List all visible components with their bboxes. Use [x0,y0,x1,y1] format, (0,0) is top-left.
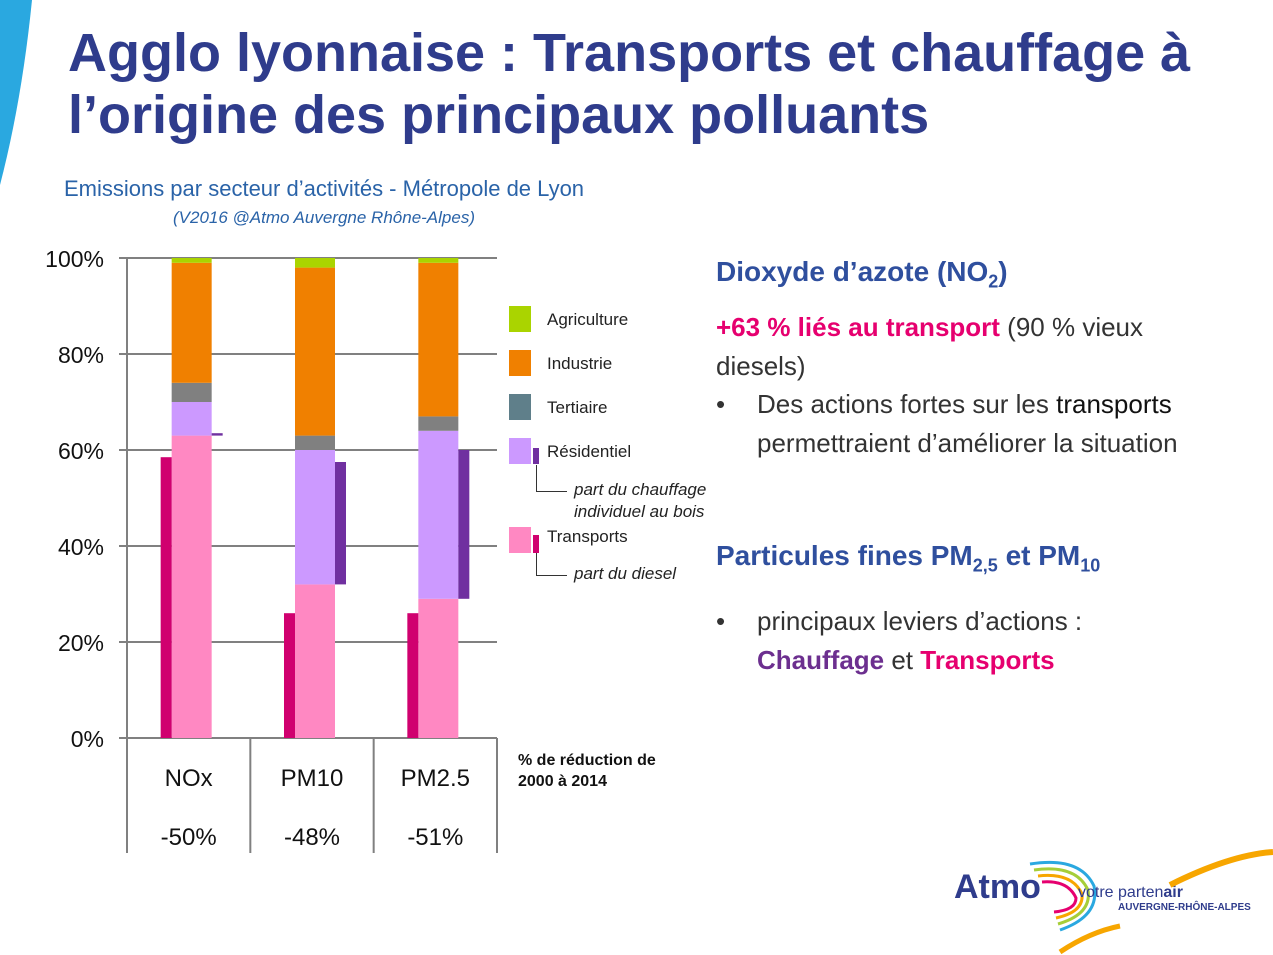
x-category-label: PM10 [281,765,344,792]
no2-statement: +63 % liés au transport (90 % vieux dies… [716,308,1256,386]
logo-tag-b: air [1163,884,1183,901]
legend-swatch-transports [509,527,531,553]
sub-bar-chauffage-bois [335,462,346,585]
no2-bullet-word: transports [1056,389,1172,419]
reduction-value: -48% [284,824,340,851]
no2-bullet-line2: permettraient d’améliorer la situation [757,428,1178,458]
legend-label-residentiel: Résidentiel [547,442,632,461]
decorative-orange-swoosh [1058,849,1273,955]
legend-bracket-diesel [536,553,567,576]
bar-segment-industrie [171,262,212,383]
bar-segment-résidentiel [418,430,459,599]
no2-heading-end: ) [998,256,1008,287]
bar-segment-industrie [295,267,335,436]
bar-segment-transports [418,598,459,738]
chart-title: Emissions par secteur d’activités - Métr… [63,176,585,201]
bar-segment-agriculture [295,258,335,268]
legend-swatch-residentiel [509,438,531,464]
legend-label-diesel: part du diesel [574,564,677,583]
no2-heading-sub: 2 [988,271,999,292]
no2-bullet-text: Des actions fortes sur les transports pe… [757,385,1178,463]
logo-region: AUVERGNE-RHÔNE-ALPES [1118,902,1251,913]
reduction-value: -51% [407,824,463,851]
bar-segment-résidentiel [295,450,335,585]
sub-bar-chauffage-bois [211,433,223,436]
pm-bullet-line1: principaux leviers d’actions : [757,606,1083,636]
bar-segment-transports [171,435,212,738]
y-tick-label: 0% [71,726,104,752]
legend-label-chauffage: part du chauffage individuel au bois [574,479,706,523]
sub-bar-diesel [160,457,172,738]
y-tick-label: 40% [58,534,104,560]
legend-swatch-industrie [509,350,531,376]
bar-segment-agriculture [171,258,212,263]
no2-rest-line2: diesels) [716,351,806,381]
stacked-bar-chart: 0% 20% 40% 60% 80% 100% NOx -50% PM10 -48% PM2.5 -5… [45,246,498,853]
no2-heading-text: Dioxyde d’azote (NO [716,256,989,287]
no2-bullet-line1: Des actions fortes sur les [757,389,1049,419]
legend-swatch-chauffage [533,448,539,464]
y-tick-label: 60% [58,438,104,464]
pm-heading: Particules fines PM2,5 et PM10 [716,540,1100,577]
pm-heading-a: Particules fines PM [716,540,973,571]
legend-swatch-agriculture [509,306,531,332]
pm-heading-sub-a: 2,5 [972,555,998,576]
sub-bar-diesel [284,613,295,738]
legend-swatch-tertiaire [509,394,531,420]
no2-rest-line1: (90 % vieux [999,312,1144,342]
legend-label-transports: Transports [547,527,628,546]
bar-segment-tertiaire [418,416,459,431]
pm-heading-b: et PM [997,540,1081,571]
pm-transports: Transports [920,645,1055,675]
legend-label-chauffage-line1: part du chauffage [574,480,707,499]
bar-segment-agriculture [418,258,459,263]
y-tick-label: 20% [58,630,104,656]
reduction-value: -50% [161,824,217,851]
reduction-label: % de réduction de 2000 à 2014 [518,752,656,790]
bar-segment-résidentiel [171,402,212,436]
sub-bar-diesel [407,613,419,738]
no2-highlight: +63 % liés au transport [716,312,1000,342]
sub-bar-chauffage-bois [458,450,470,599]
legend-label-industrie: Industrie [547,354,613,373]
pm-chauffage: Chauffage [757,645,885,675]
legend-label-agriculture: Agriculture [547,310,629,329]
x-category-label: PM2.5 [401,765,470,792]
pm-heading-sub-b: 10 [1080,555,1101,576]
bullet-icon: • [716,606,726,636]
logo-name: Atmo [954,868,1041,906]
legend-label-tertiaire: Tertiaire [547,398,608,417]
slide-title: Agglo lyonnaise : Transports et chauffag… [68,23,1191,145]
x-category-label: NOx [165,765,213,792]
bar-segment-tertiaire [171,382,212,402]
legend-bracket-chauffage [536,465,567,492]
pm-bullet-text: principaux leviers d’actions : Chauffage… [757,602,1082,680]
logo-tagline: votre partenair [1078,884,1183,902]
no2-heading: Dioxyde d’azote (NO2) [716,256,1008,293]
logo-swirl-icon [1029,860,1097,932]
bar-segment-industrie [418,262,459,417]
logo-tag-a: votre parten [1078,884,1164,901]
pm-et: et [884,645,921,675]
bar-segment-tertiaire [295,435,335,450]
y-tick-label: 80% [58,342,104,368]
decorative-swoosh [0,0,32,185]
bar-segment-transports [295,584,335,738]
y-tick-label: 100% [45,246,104,272]
legend-swatch-diesel [533,535,539,553]
atmo-logo: Atmo votre partenair AUVERGNE-RHÔNE-ALPE… [950,856,1260,936]
legend-label-chauffage-line2: individuel au bois [574,502,705,521]
chart-subtitle: (V2016 @Atmo Auvergne Rhône-Alpes) [172,208,475,227]
bullet-icon: • [716,389,726,419]
